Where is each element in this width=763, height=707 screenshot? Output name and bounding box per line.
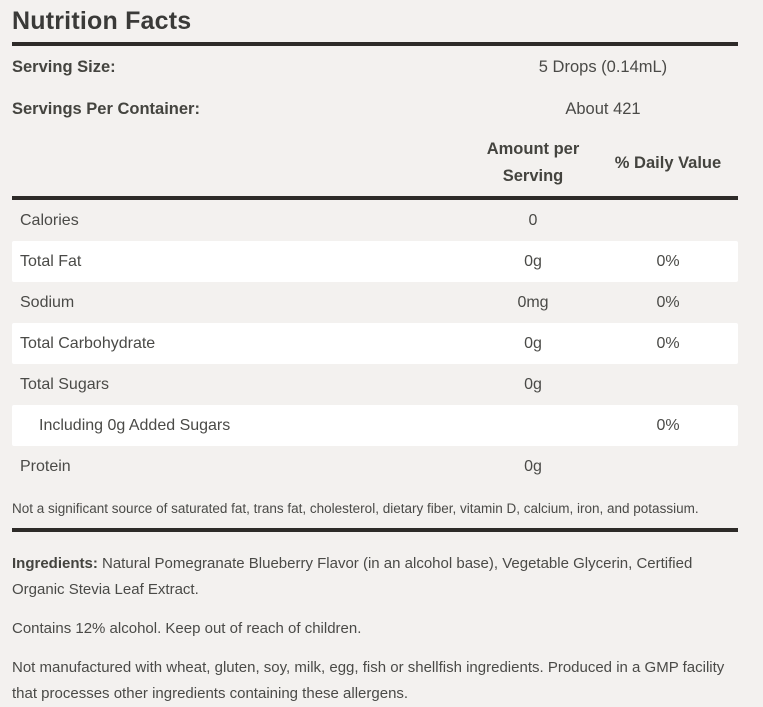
not-significant-source-note: Not a significant source of saturated fa… xyxy=(12,501,699,516)
ingredients-paragraph: Ingredients: Natural Pomegranate Blueber… xyxy=(12,551,718,603)
column-header-amount-per-serving: Amount per Serving xyxy=(486,140,580,185)
serving-size-label: Serving Size: xyxy=(12,57,116,76)
divider-top xyxy=(12,42,738,46)
column-header-daily-value: % Daily Value xyxy=(614,153,722,172)
ingredients-text: Natural Pomegranate Blueberry Flavor (in… xyxy=(12,555,693,598)
page-title: Nutrition Facts xyxy=(12,7,192,35)
row-label: Total Carbohydrate xyxy=(20,334,156,352)
table-row-protein: Protein 0g xyxy=(12,446,738,487)
row-label: Sodium xyxy=(20,293,75,311)
row-label: Calories xyxy=(20,211,79,229)
servings-per-container-row: Servings Per Container: About 421 xyxy=(12,88,738,130)
row-amount: 0 xyxy=(528,211,538,229)
row-daily-value: 0% xyxy=(656,293,680,311)
contains-alcohol-note: Contains 12% alcohol. Keep out of reach … xyxy=(12,620,362,637)
facts-table: Calories 0 Total Fat 0g 0% Sodium 0mg 0%… xyxy=(12,200,738,487)
row-amount: 0mg xyxy=(517,293,549,311)
table-header-row: Amount per Serving % Daily Value xyxy=(12,130,738,196)
row-daily-value: 0% xyxy=(656,252,680,270)
row-amount: 0g xyxy=(524,375,542,393)
servings-per-container-value: About 421 xyxy=(565,99,641,118)
row-amount: 0g xyxy=(524,252,542,270)
row-daily-value: 0% xyxy=(656,334,680,352)
row-amount: 0g xyxy=(524,457,542,475)
row-label: Total Fat xyxy=(20,252,82,270)
row-amount: 0g xyxy=(524,334,542,352)
row-label: Total Sugars xyxy=(20,375,109,393)
divider-header xyxy=(12,196,738,200)
table-row-added-sugars: Including 0g Added Sugars 0% xyxy=(12,405,738,446)
serving-size-row: Serving Size: 5 Drops (0.14mL) xyxy=(12,46,738,88)
serving-size-value: 5 Drops (0.14mL) xyxy=(538,57,668,76)
row-label: Protein xyxy=(20,457,71,475)
table-row-calories: Calories 0 xyxy=(12,200,738,241)
table-row-total-carbohydrate: Total Carbohydrate 0g 0% xyxy=(12,323,738,364)
row-label: Including 0g Added Sugars xyxy=(39,416,231,434)
table-row-total-fat: Total Fat 0g 0% xyxy=(12,241,738,282)
allergen-note: Not manufactured with wheat, gluten, soy… xyxy=(12,659,725,702)
servings-per-container-label: Servings Per Container: xyxy=(12,99,200,118)
row-daily-value: 0% xyxy=(656,416,680,434)
table-row-total-sugars: Total Sugars 0g xyxy=(12,364,738,405)
ingredients-label: Ingredients: xyxy=(12,555,98,572)
divider-bottom xyxy=(12,528,738,532)
table-row-sodium: Sodium 0mg 0% xyxy=(12,282,738,323)
